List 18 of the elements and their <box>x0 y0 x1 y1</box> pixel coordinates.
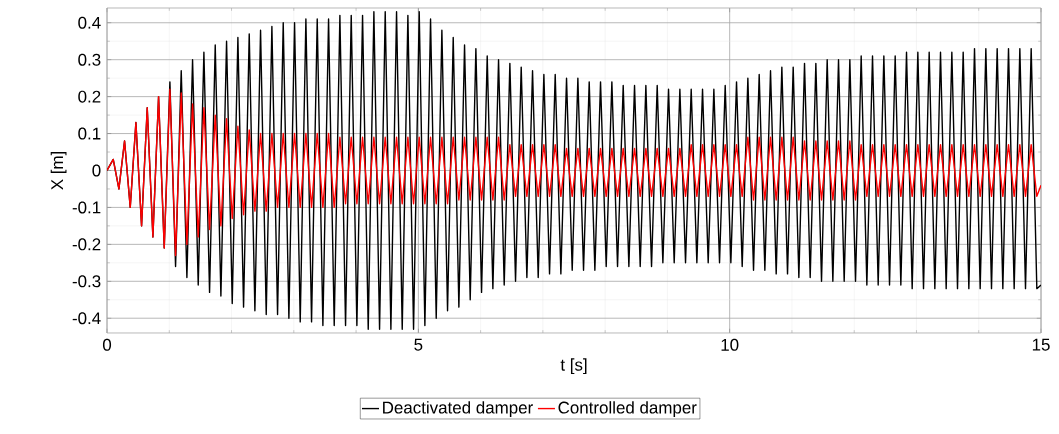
x-tick-label: 0 <box>102 338 112 351</box>
y-tick-label: -0.1 <box>72 201 101 214</box>
y-tick-label: 0.2 <box>78 90 101 103</box>
y-tick-label: 0.3 <box>78 53 101 66</box>
y-tick-label: -0.4 <box>72 312 101 325</box>
line-series <box>107 88 1042 257</box>
x-tick-label: 5 <box>414 338 423 351</box>
y-tick-label: 0.4 <box>78 16 101 29</box>
y-tick-label: -0.2 <box>72 238 101 251</box>
x-axis-title: t [s] <box>560 358 587 375</box>
x-tick-label: 15 <box>1032 338 1050 351</box>
y-tick-label: -0.3 <box>72 275 101 288</box>
x-tick-label: 10 <box>721 338 739 351</box>
y-tick-label: 0 <box>92 164 101 177</box>
legend-label: Deactivated damper <box>383 401 533 417</box>
y-tick-label: 0.1 <box>78 127 101 140</box>
y-axis-title: X [m] <box>50 151 67 190</box>
legend-label: Controlled damper <box>558 401 697 417</box>
